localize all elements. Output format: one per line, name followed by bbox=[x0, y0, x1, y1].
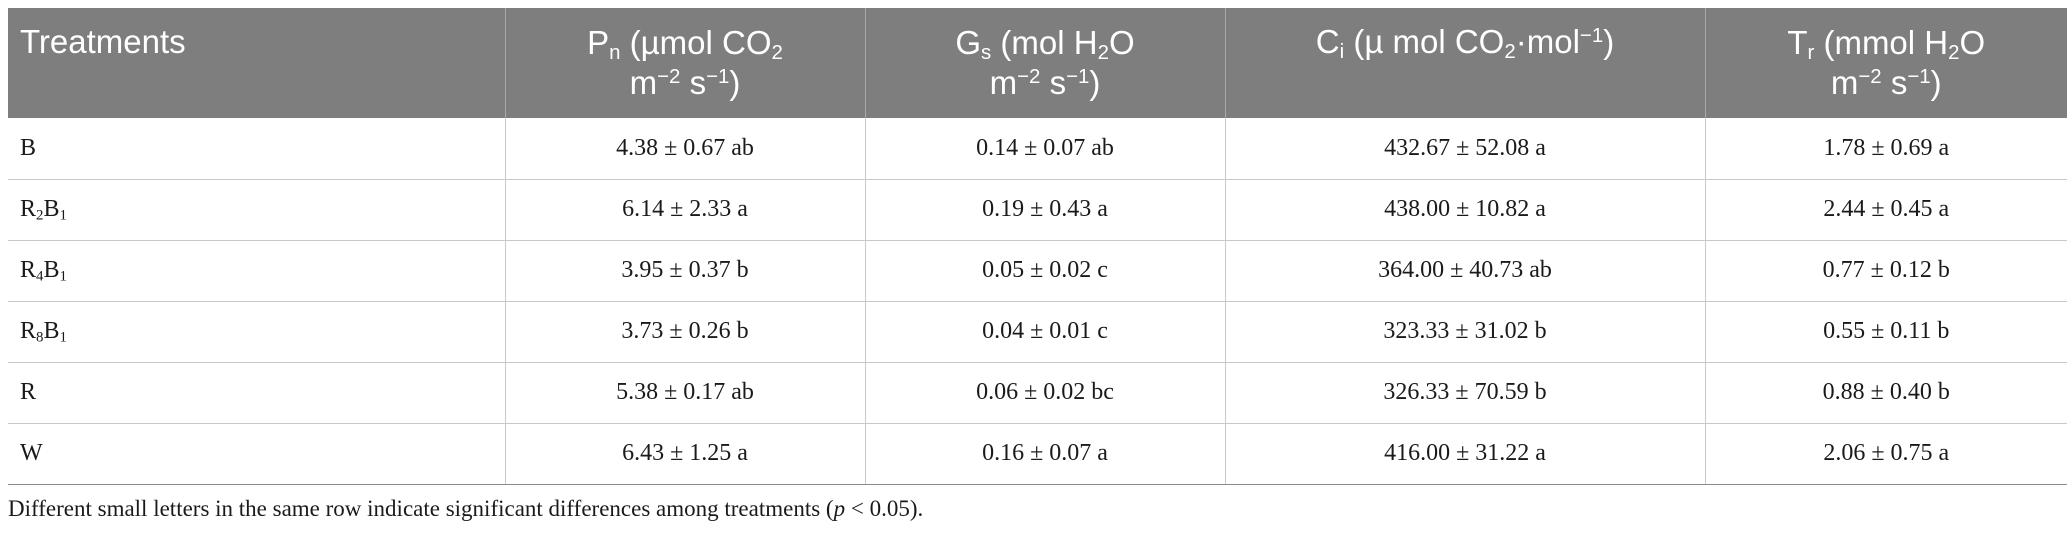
gs-value: 0.04 ± 0.01 c bbox=[865, 301, 1226, 363]
gs-value: 0.14 ± 0.07 ab bbox=[865, 118, 1226, 180]
table-row: R2B1 6.14 ± 2.33 a 0.19 ± 0.43 a 438.00 … bbox=[8, 179, 2067, 241]
treatment-label: R8B1 bbox=[8, 301, 506, 363]
data-table-container: Treatments Pn (µmol CO2 m−2 s−1) Gs (mol… bbox=[8, 8, 2067, 485]
tr-value: 2.44 ± 0.45 a bbox=[1705, 179, 2067, 241]
header-tr: Tr (mmol H2O m−2 s−1) bbox=[1787, 24, 1986, 101]
table-row: W 6.43 ± 1.25 a 0.16 ± 0.07 a 416.00 ± 3… bbox=[8, 423, 2067, 485]
pn-value: 4.38 ± 0.67 ab bbox=[505, 118, 866, 180]
pn-value: 6.43 ± 1.25 a bbox=[505, 423, 866, 485]
treatment-label: R bbox=[8, 362, 506, 424]
header-pn: Pn (µmol CO2 m−2 s−1) bbox=[505, 8, 866, 118]
treatment-label: R2B1 bbox=[8, 179, 506, 241]
ci-value: 438.00 ± 10.82 a bbox=[1225, 179, 1706, 241]
table-row: R8B1 3.73 ± 0.26 b 0.04 ± 0.01 c 323.33 … bbox=[8, 301, 2067, 363]
ci-value: 364.00 ± 40.73 ab bbox=[1225, 240, 1706, 302]
pn-value: 3.73 ± 0.26 b bbox=[505, 301, 866, 363]
treatment-label: B bbox=[8, 118, 506, 180]
gs-value: 0.06 ± 0.02 bc bbox=[865, 362, 1226, 424]
ci-value: 432.67 ± 52.08 a bbox=[1225, 118, 1706, 180]
table-row: B 4.38 ± 0.67 ab 0.14 ± 0.07 ab 432.67 ±… bbox=[8, 118, 2067, 180]
table-row: R 5.38 ± 0.17 ab 0.06 ± 0.02 bc 326.33 ±… bbox=[8, 362, 2067, 424]
tr-value: 0.88 ± 0.40 b bbox=[1705, 362, 2067, 424]
tr-value: 0.55 ± 0.11 b bbox=[1705, 301, 2067, 363]
table-row: R4B1 3.95 ± 0.37 b 0.05 ± 0.02 c 364.00 … bbox=[8, 240, 2067, 302]
gs-value: 0.05 ± 0.02 c bbox=[865, 240, 1226, 302]
gs-value: 0.16 ± 0.07 a bbox=[865, 423, 1226, 485]
ci-value: 326.33 ± 70.59 b bbox=[1225, 362, 1706, 424]
ci-value: 416.00 ± 31.22 a bbox=[1225, 423, 1706, 485]
table-footnote: Different small letters in the same row … bbox=[8, 496, 924, 521]
pn-value: 3.95 ± 0.37 b bbox=[505, 240, 866, 302]
gs-value: 0.19 ± 0.43 a bbox=[865, 179, 1226, 241]
table-header: Treatments Pn (µmol CO2 m−2 s−1) Gs (mol… bbox=[8, 8, 2067, 118]
photosynthesis-table: Treatments Pn (µmol CO2 m−2 s−1) Gs (mol… bbox=[8, 8, 2067, 485]
pn-value: 6.14 ± 2.33 a bbox=[505, 179, 866, 241]
tr-value: 1.78 ± 0.69 a bbox=[1705, 118, 2067, 180]
tr-value: 2.06 ± 0.75 a bbox=[1705, 423, 2067, 485]
pn-value: 5.38 ± 0.17 ab bbox=[505, 362, 866, 424]
header-treatments: Treatments bbox=[8, 8, 506, 118]
ci-value: 323.33 ± 31.02 b bbox=[1225, 301, 1706, 363]
treatment-label: R4B1 bbox=[8, 240, 506, 302]
header-row: Treatments Pn (µmol CO2 m−2 s−1) Gs (mol… bbox=[8, 8, 2067, 118]
tr-value: 0.77 ± 0.12 b bbox=[1705, 240, 2067, 302]
header-gs: Gs (mol H2O m−2 s−1) bbox=[865, 8, 1226, 118]
treatment-label: W bbox=[8, 423, 506, 485]
table-body: B 4.38 ± 0.67 ab 0.14 ± 0.07 ab 432.67 ±… bbox=[8, 118, 2067, 485]
header-ci: Ci (µ mol CO2·mol−1) bbox=[1225, 8, 1706, 118]
